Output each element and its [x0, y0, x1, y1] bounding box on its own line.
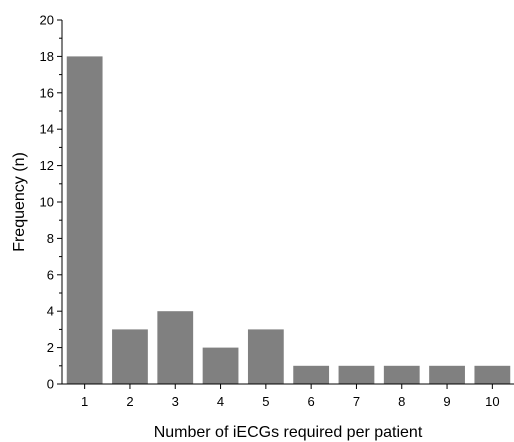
y-tick-label: 20 [40, 13, 54, 28]
y-tick-label: 16 [40, 85, 54, 100]
x-tick-label: 10 [485, 394, 499, 409]
x-tick-label: 2 [126, 394, 133, 409]
y-axis-title: Frequency (n) [11, 152, 28, 252]
bar-9 [429, 365, 465, 384]
bar-3 [157, 311, 194, 384]
y-tick-label: 10 [40, 195, 54, 210]
x-axis-title: Number of iECGs required per patient [154, 424, 423, 441]
y-tick-label: 2 [47, 340, 54, 355]
bar-7 [338, 365, 375, 384]
x-ticks-group: 1 2 3 4 5 6 7 8 9 10 [81, 384, 500, 409]
x-tick-label: 9 [443, 394, 450, 409]
x-tick-label: 6 [308, 394, 315, 409]
x-tick-label: 3 [172, 394, 179, 409]
bar-1 [66, 56, 103, 385]
bars-group [66, 56, 511, 385]
x-tick-label: 8 [398, 394, 405, 409]
y-ticks-group: 0 2 4 6 8 10 12 14 16 18 20 [40, 13, 62, 392]
x-tick-label: 7 [353, 394, 360, 409]
bar-10 [474, 365, 511, 384]
y-tick-label: 14 [40, 122, 54, 137]
y-tick-label: 18 [40, 49, 54, 64]
bar-8 [383, 365, 420, 384]
y-tick-label: 0 [47, 377, 54, 392]
y-tick-label: 4 [47, 304, 54, 319]
bar-6 [293, 365, 330, 384]
x-tick-label: 1 [81, 394, 88, 409]
y-tick-label: 6 [47, 267, 54, 282]
bar-5 [247, 329, 284, 384]
x-tick-label: 4 [217, 394, 224, 409]
bar-4 [202, 347, 239, 384]
y-tick-label: 12 [40, 158, 54, 173]
x-tick-label: 5 [262, 394, 269, 409]
bar-2 [112, 329, 148, 384]
y-tick-label: 8 [47, 231, 54, 246]
